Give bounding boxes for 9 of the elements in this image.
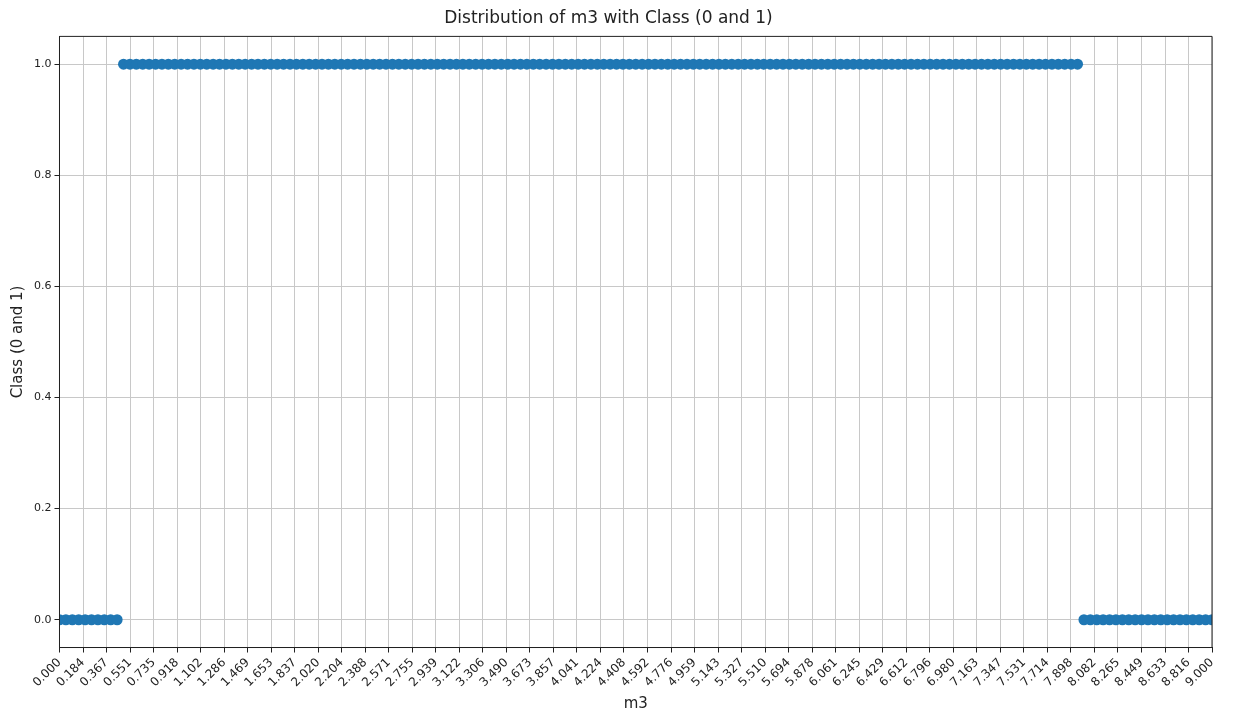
y-tick-label: 0.2 bbox=[33, 501, 52, 515]
y-tick-label: 0.8 bbox=[33, 168, 52, 182]
chart-title: Distribution of m3 with Class (0 and 1) bbox=[444, 6, 773, 27]
x-axis-title: m3 bbox=[623, 693, 648, 712]
y-axis-title: Class (0 and 1) bbox=[7, 285, 26, 399]
y-tick-label: 0.6 bbox=[33, 279, 52, 293]
y-tick-label: 0.0 bbox=[33, 612, 52, 626]
y-tick-label: 0.4 bbox=[33, 390, 52, 404]
y-tick-label: 1.0 bbox=[33, 57, 52, 71]
